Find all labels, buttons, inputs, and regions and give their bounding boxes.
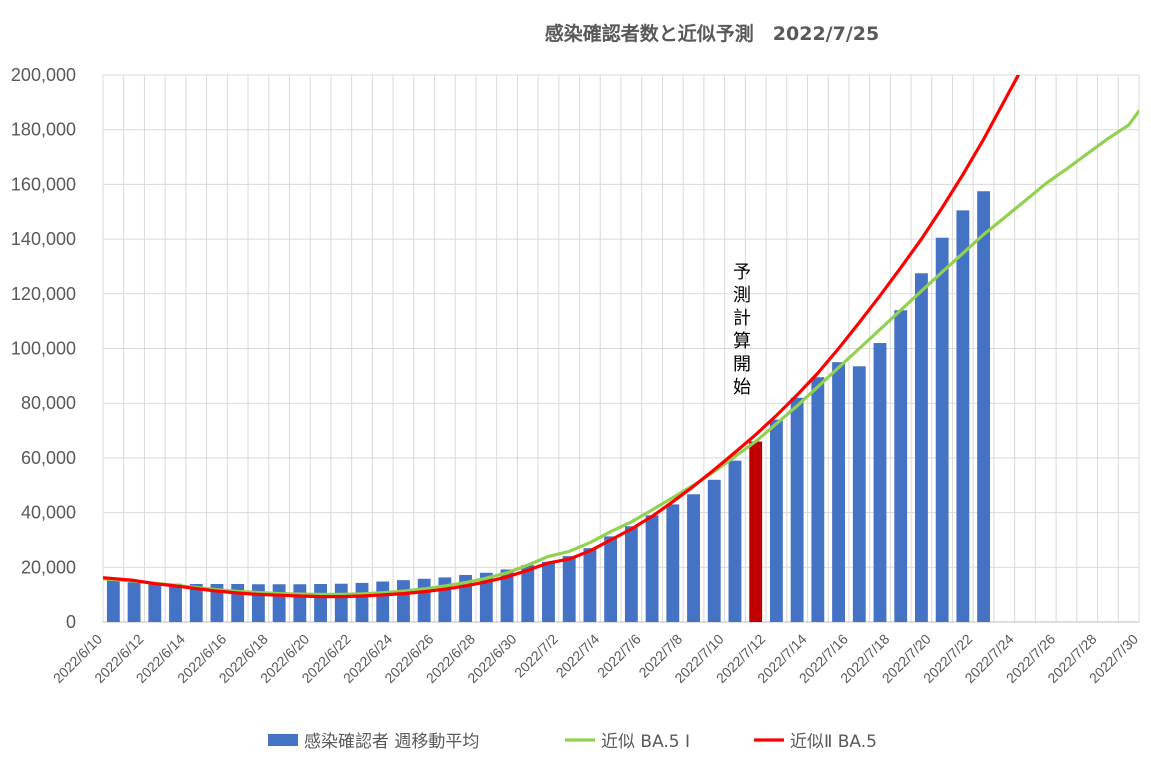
- bar: [935, 237, 949, 623]
- bar: [106, 580, 120, 622]
- bar: [417, 578, 431, 622]
- legend-swatch-bar: [268, 734, 298, 746]
- y-tick-label: 80,000: [21, 393, 76, 413]
- legend-label: 近似Ⅱ BA.5: [790, 732, 877, 752]
- bar: [790, 397, 804, 622]
- y-tick-label: 60,000: [21, 448, 76, 468]
- y-tick-label: 20,000: [21, 557, 76, 577]
- x-tick-label: 2022/7/2: [511, 631, 561, 681]
- bar: [624, 526, 638, 622]
- x-tick-label: 2022/7/6: [594, 631, 644, 681]
- bar: [707, 479, 721, 622]
- bar-series: [106, 191, 991, 623]
- y-tick-label: 200,000: [11, 65, 76, 85]
- bar: [500, 569, 514, 622]
- annotation-char: 算: [733, 331, 751, 352]
- legend-label: 近似 BA.5 Ⅰ: [601, 732, 690, 752]
- x-axis-ticks: 2022/6/102022/6/122022/6/142022/6/162022…: [50, 631, 1142, 687]
- bar: [666, 504, 680, 622]
- annotation-char: 計: [733, 308, 751, 329]
- annotation-char: 予: [733, 262, 751, 283]
- bar: [210, 583, 224, 622]
- line-series-2: [103, 75, 1021, 599]
- bar: [189, 583, 203, 622]
- bar: [769, 419, 783, 622]
- bar: [355, 582, 369, 622]
- bar: [832, 362, 845, 622]
- bar: [542, 561, 555, 622]
- bar: [148, 583, 162, 622]
- bar: [873, 343, 887, 622]
- bar: [583, 548, 597, 622]
- bar: [562, 556, 576, 622]
- x-tick-label: 2022/7/4: [553, 631, 603, 681]
- bar: [334, 583, 348, 622]
- bar: [127, 582, 141, 622]
- y-tick-label: 140,000: [11, 229, 76, 249]
- gridlines: [102, 74, 1140, 623]
- bar: [376, 581, 390, 622]
- bar: [272, 584, 286, 622]
- bar: [645, 515, 659, 622]
- bar: [604, 536, 618, 622]
- legend: 感染確認者 週移動平均 近似 BA.5 Ⅰ 近似Ⅱ BA.5: [268, 732, 877, 752]
- legend-label: 感染確認者 週移動平均: [304, 732, 479, 752]
- bar: [956, 210, 970, 622]
- line-series: [103, 75, 1139, 599]
- bar: [811, 377, 825, 622]
- bar: [728, 460, 742, 622]
- annotation-char: 始: [733, 377, 751, 398]
- y-tick-label: 120,000: [11, 284, 76, 304]
- bar: [852, 366, 866, 622]
- bar: [169, 583, 182, 622]
- bar: [687, 494, 700, 622]
- bar: [977, 191, 991, 623]
- line-series-1: [103, 109, 1139, 597]
- y-tick-label: 180,000: [11, 120, 76, 140]
- bar: [521, 565, 535, 622]
- bar: [915, 273, 928, 622]
- bar: [749, 441, 763, 622]
- chart-title: 感染確認者数と近似予測 2022/7/25: [545, 22, 879, 45]
- annotation-char: 開: [733, 354, 751, 375]
- bar: [251, 584, 265, 622]
- y-tick-label: 100,000: [11, 339, 76, 359]
- bar: [479, 572, 493, 622]
- y-tick-label: 160,000: [11, 174, 76, 194]
- bar: [894, 310, 908, 622]
- bar: [397, 580, 410, 622]
- y-tick-label: 40,000: [21, 503, 76, 523]
- y-axis-ticks: 0 20,000 40,000 60,000 80,000 100,000 120,000 1…: [11, 65, 76, 632]
- y-tick-label: 0: [66, 612, 76, 632]
- bar: [293, 584, 307, 622]
- bar: [314, 583, 327, 622]
- annotation-char: 測: [733, 285, 751, 306]
